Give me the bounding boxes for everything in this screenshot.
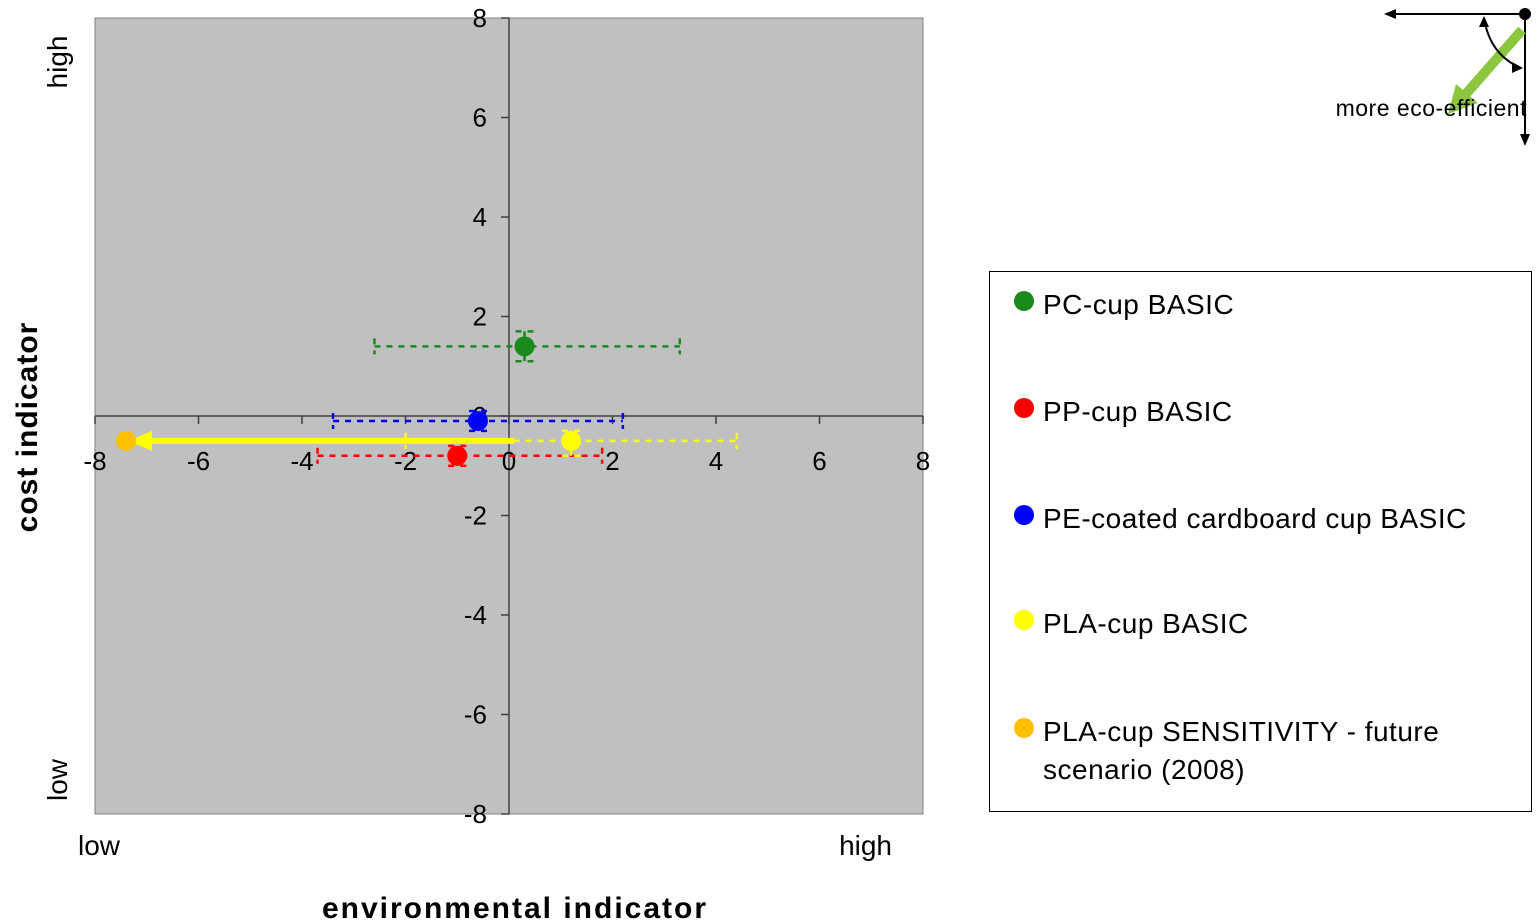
y-tick-label: -4 [464, 600, 487, 630]
legend-label-pp-cup: PP-cup BASIC [1043, 396, 1233, 427]
legend-label-pla-cup: PLA-cup BASIC [1043, 608, 1249, 639]
y-axis-title: cost indicator [11, 322, 44, 533]
legend-item-pc-cup: PC-cup BASIC [1014, 286, 1513, 324]
hint-green-arrow-shaft [1461, 26, 1526, 99]
x-tick-label: -4 [290, 446, 313, 476]
legend-item-pla-cup: PLA-cup BASIC [1014, 605, 1513, 643]
hint-arc-arrowhead-right [1512, 62, 1523, 73]
y-low-label: low [42, 758, 73, 801]
y-tick-label: -2 [464, 501, 487, 531]
legend-item-pe-cardboard-cup: PE-coated cardboard cup BASIC [1014, 500, 1513, 538]
legend-marker-pe-cardboard-cup [1014, 505, 1034, 525]
legend-marker-pc-cup [1014, 291, 1034, 311]
hint-down-arrowhead [1520, 134, 1530, 146]
legend-marker-pp-cup [1014, 398, 1034, 418]
data-point-2 [467, 410, 488, 431]
legend-marker-pla-sensitivity [1014, 718, 1034, 738]
sensitivity-arrowhead [128, 430, 153, 451]
x-tick-label: 8 [916, 446, 930, 476]
data-point-3 [561, 430, 582, 451]
legend-label-pc-cup: PC-cup BASIC [1043, 289, 1235, 320]
hint-green-arrowhead [1448, 84, 1478, 114]
x-tick-label: -2 [394, 446, 417, 476]
legend-item-pla-sensitivity: PLA-cup SENSITIVITY - future scenario (2… [1014, 713, 1483, 789]
axes [94, 17, 924, 815]
y-tick-label: -6 [464, 700, 487, 730]
hint-origin-dot [1519, 8, 1531, 20]
hint-label: more eco-efficient [1336, 95, 1527, 121]
y-tick-label: 2 [473, 302, 487, 332]
data-point-4 [116, 430, 137, 451]
data-point-1 [447, 445, 468, 466]
y-tick-label: 6 [473, 103, 487, 133]
x-tick-label: 4 [709, 446, 723, 476]
x-axis-title: environmental indicator [322, 892, 708, 922]
x-high-label: high [839, 830, 892, 861]
legend-label-pe-cardboard-cup: PE-coated cardboard cup BASIC [1043, 503, 1467, 534]
data-point-0 [514, 336, 535, 357]
x-tick-label: 0 [502, 446, 516, 476]
legend-marker-pla-cup [1014, 610, 1034, 630]
y-tick-label: 4 [473, 202, 487, 232]
x-tick-label: -8 [83, 446, 106, 476]
y-high-label: high [42, 36, 73, 89]
legend: PC-cup BASIC PP-cup BASIC PE-coated card… [989, 271, 1532, 812]
legend-label-pla-sensitivity: PLA-cup SENSITIVITY - future scenario (2… [1043, 716, 1440, 785]
y-tick-label: -8 [464, 799, 487, 829]
hint-left-arrowhead [1384, 9, 1396, 19]
data-points [116, 336, 582, 466]
eco-efficiency-hint: more eco-efficient [1336, 8, 1531, 146]
legend-item-pp-cup: PP-cup BASIC [1014, 393, 1513, 431]
x-tick-label: 2 [605, 446, 619, 476]
y-tick-label: 8 [473, 3, 487, 33]
x-tick-label: -6 [187, 446, 210, 476]
x-tick-label: 6 [812, 446, 826, 476]
x-low-label: low [78, 830, 121, 861]
hint-arc-arrowhead-top [1479, 16, 1489, 27]
sensitivity-arrow-group [128, 430, 515, 451]
